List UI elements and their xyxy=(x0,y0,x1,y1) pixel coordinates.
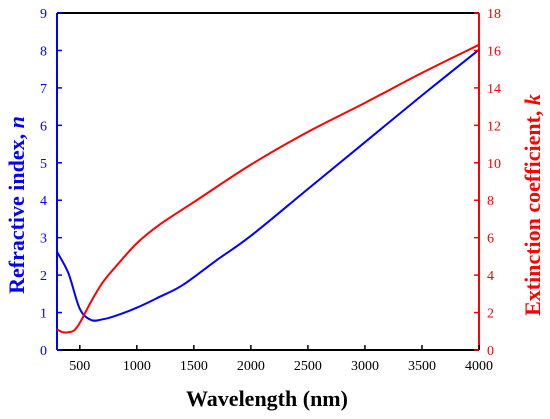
left-y-tick-label: 3 xyxy=(40,232,47,247)
left-y-tick-label: 2 xyxy=(40,269,47,284)
right-y-tick-label: 16 xyxy=(487,44,501,59)
right-y-axis-title: Extinction coefficient, k xyxy=(520,94,545,316)
right-y-axis-title-text: Extinction coefficient, xyxy=(520,105,545,316)
right-y-tick-label: 4 xyxy=(487,269,494,284)
series-layer xyxy=(56,43,480,334)
right-y-tick-label: 8 xyxy=(487,194,494,209)
right-y-tick-label: 6 xyxy=(487,232,494,247)
left-y-tick-label: 0 xyxy=(40,344,47,359)
left-y-tick-label: 5 xyxy=(40,157,47,172)
refractive-index-line xyxy=(56,48,480,322)
x-tick-label: 2000 xyxy=(237,359,265,374)
right-y-tick-label: 10 xyxy=(487,157,501,172)
left-y-tick-label: 7 xyxy=(40,82,47,97)
x-tick-label: 2500 xyxy=(294,359,322,374)
x-tick-label: 3000 xyxy=(351,359,379,374)
left-y-axis-title: Refractive index, n xyxy=(4,116,29,294)
left-y-tick-label: 9 xyxy=(40,7,47,22)
x-tick-label: 500 xyxy=(69,359,90,374)
left-y-tick-label: 6 xyxy=(40,119,47,134)
x-tick-label: 1000 xyxy=(123,359,151,374)
right-y-tick-label: 0 xyxy=(487,344,494,359)
left-y-axis-title-text: Refractive index, xyxy=(4,128,29,294)
right-y-tick-label: 2 xyxy=(487,307,494,322)
left-y-tick-label: 4 xyxy=(40,194,47,209)
right-y-axis-title-var: k xyxy=(520,94,545,105)
tick-layer: 500 1000 1500 2000 2500 3000 3500 4000012345678… xyxy=(40,7,501,374)
left-y-tick-label: 8 xyxy=(40,44,47,59)
x-tick-label: 4000 xyxy=(465,359,493,374)
plot-frame xyxy=(56,12,480,351)
x-tick-label: 1500 xyxy=(180,359,208,374)
right-y-tick-label: 14 xyxy=(487,82,501,97)
right-y-tick-label: 12 xyxy=(487,119,501,134)
x-axis-title: Wavelength (nm) xyxy=(186,386,348,411)
left-y-tick-label: 1 xyxy=(40,307,47,322)
right-y-tick-label: 18 xyxy=(487,7,501,22)
extinction-coefficient-line xyxy=(56,43,480,334)
left-y-axis-title-var: n xyxy=(4,116,29,128)
x-tick-label: 3500 xyxy=(408,359,436,374)
